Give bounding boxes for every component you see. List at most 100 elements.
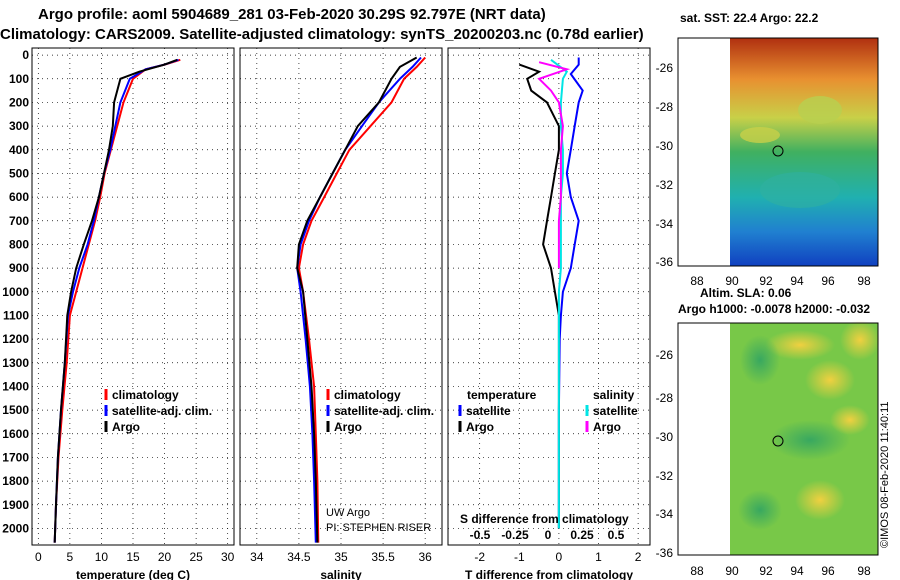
y-tick-label: 400 [9,143,29,157]
lat-tick-label: -28 [656,391,674,405]
sst-feature [760,172,840,208]
lon-tick-label: 96 [821,564,835,578]
y-tick-label: 1100 [3,308,29,322]
x-tick-label: 30 [221,550,235,564]
sla-feature [805,360,855,400]
y-tick-label: 1700 [2,450,29,464]
sla-feature [738,490,782,530]
plot-frame [31,47,235,546]
y-tick-label: 0 [22,48,29,62]
sla-feature [740,335,780,385]
sst-field [730,38,878,266]
x-tick-label: 35 [334,550,348,564]
plot-frame [447,47,651,546]
x-tick-label: 35.5 [371,550,395,564]
legend-label: Argo [593,420,621,434]
x-tick-label: 5 [67,550,74,564]
series-line-climatology [297,56,426,543]
lat-tick-label: -28 [656,100,674,114]
lon-tick-label: 94 [790,274,804,288]
y-tick-label: 1400 [2,379,29,393]
lat-tick-label: -36 [656,546,674,560]
legend-label: satellite [593,404,638,418]
y-tick-label: 1500 [2,403,29,417]
x-tick-label: 0 [35,550,42,564]
lat-tick-label: -30 [656,139,674,153]
legend-label: climatology [112,388,179,402]
lon-tick-label: 88 [690,564,704,578]
y-tick-label: 800 [9,237,29,251]
y-tick-label: 1300 [2,356,29,370]
sst-map [677,37,879,267]
sla-float-marker [772,435,784,447]
y-tick-label: 2000 [2,521,29,535]
legend-label: Argo [466,420,494,434]
sst-feature [740,127,780,143]
credit-line-1: UW Argo [326,507,370,519]
lon-tick-label: 96 [821,274,835,288]
sla-feature [765,330,835,360]
x-tick-label: 15 [126,550,140,564]
x-tick-label: 20 [158,550,172,564]
sla-feature [830,405,870,435]
lat-tick-label: -34 [656,507,674,521]
lat-tick-label: -26 [656,348,674,362]
y-tick-label: 500 [9,166,29,180]
legend-title-temperature: temperature [467,388,537,402]
y-tick-label: 900 [9,261,29,275]
legend-label: climatology [334,388,401,402]
legend-title-salinity: salinity [593,388,635,402]
sst-feature [798,96,842,124]
x-tick-label: 36 [418,550,432,564]
s-tick-label: 0 [545,528,552,542]
sst-map-frame [677,37,879,267]
lon-tick-label: 92 [759,564,773,578]
sla-title-1: Altim. SLA: 0.06 [700,286,792,300]
s-tick-label: -0.5 [470,528,491,542]
x-tick-label: 25 [189,550,203,564]
timestamp-stamp: ©IMOS 08-Feb-2020 11:40:11 [879,401,891,548]
chart-panel-1: 34 34.5 35 35.5 36 salinity [239,47,443,580]
x-tick-label: -2 [474,550,485,564]
lon-tick-label: 98 [857,274,871,288]
x-tick-label: 1 [595,550,602,564]
x-axis-label: salinity [320,568,362,580]
lat-tick-label: -32 [656,178,674,192]
lat-tick-label: -34 [656,217,674,231]
header-line-2: Climatology: CARS2009. Satellite-adjuste… [0,26,644,43]
s-tick-label: 0.5 [608,528,625,542]
series-line-satellite-adj-clim- [296,56,422,543]
sla-feature [795,480,845,520]
chart-panel-0: 0100200300400500600700800900100011001200… [2,47,235,580]
series-line-argo [53,58,178,543]
y-tick-label: 300 [9,119,29,133]
series-line-s-argo [537,61,571,269]
chart-panel-2: -2 -1 0 1 2T difference from climatology [447,47,651,580]
lon-tick-label: 90 [725,564,739,578]
y-tick-label: 1600 [2,427,29,441]
y-tick-label: 200 [9,95,29,109]
y-tick-label: 1900 [2,498,29,512]
s-diff-title: S difference from climatology [460,512,629,526]
x-tick-label: -1 [514,550,525,564]
s-tick-label: -0.25 [501,528,529,542]
credit-line-2: PI: STEPHEN RISER [326,522,431,534]
lat-tick-label: -32 [656,469,674,483]
sla-map-frame [677,322,879,556]
x-axis-label: temperature (deg C) [76,568,190,580]
x-tick-label: 2 [635,550,642,564]
lon-tick-label: 94 [790,564,804,578]
x-tick-label: 34.5 [287,550,311,564]
legend-label: satellite-adj. clim. [334,404,434,418]
header-line-1: Argo profile: aoml 5904689_281 03-Feb-20… [38,6,546,23]
y-tick-label: 1200 [2,332,29,346]
y-tick-label: 100 [9,72,29,86]
legend-label: satellite [466,404,511,418]
y-tick-label: 600 [9,190,29,204]
series-line-argo [296,56,418,543]
lon-tick-label: 90 [725,274,739,288]
legends: climatology satellite-adj. clim. Argo clima… [104,388,638,542]
x-axis-label: T difference from climatology [465,568,633,580]
x-tick-label: 34 [250,550,264,564]
